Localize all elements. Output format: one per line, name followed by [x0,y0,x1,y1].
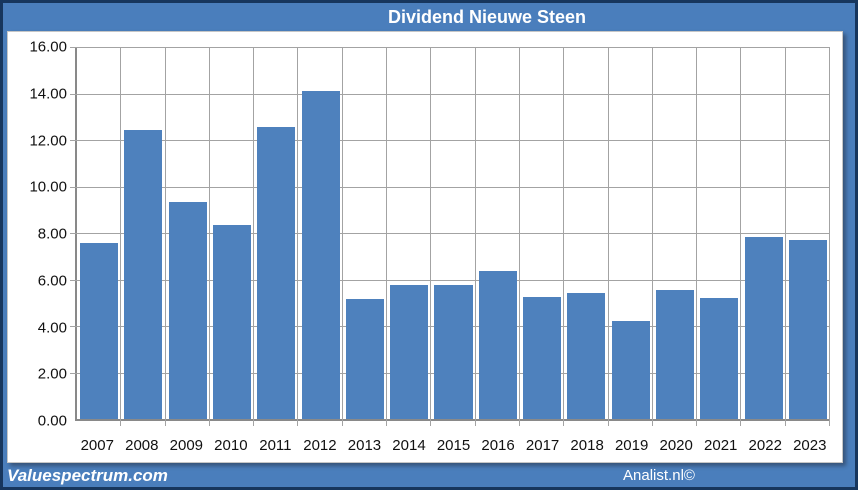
vertical-gridline [120,47,122,426]
vertical-gridline [430,47,432,426]
chart-title: Dividend Nieuwe Steen [387,7,587,27]
vertical-gridline [829,47,830,426]
vertical-gridline [740,47,742,426]
bar-2009 [168,201,207,419]
horizontal-gridline [70,47,830,48]
bar-2012 [301,91,340,419]
vertical-gridline [164,47,166,426]
x-axis-tick-label: 2012 [303,437,337,454]
chart-header: Dividend Nieuwe Steen [3,3,855,31]
x-axis-tick-label: 2014 [392,437,426,454]
x-axis-tick-label: 2018 [570,437,604,454]
vertical-gridline [253,47,255,426]
bar-2016 [478,271,517,419]
y-axis-tick-label: 0.00 [37,412,67,430]
bar-2021 [700,298,739,419]
bars-layer [77,47,830,419]
bar-slot [254,47,298,419]
x-axis-tick-label: 2022 [748,437,782,454]
chart-panel: 16.00 14.00 12.00 10.00 8.00 6.00 4.00 2.00 0.00… [7,31,843,463]
vertical-gridline [208,47,210,426]
x-axis-tick-label: 2021 [704,437,738,454]
x-axis-tick-label: 2020 [659,437,693,454]
bar-slot [476,47,520,419]
x-axis-tick-label: 2011 [259,437,292,454]
vertical-gridline [518,47,520,426]
bar-2018 [567,293,606,419]
horizontal-gridline [70,279,830,281]
x-axis-labels: 2007 2008 2009 2010 2011 2012 2013 2014 2015 2016… [75,436,832,456]
vertical-gridline [696,47,698,426]
bar-2015 [434,285,473,419]
y-axis-tick-label: 2.00 [37,365,67,383]
x-axis-tick-label: 2009 [169,437,204,454]
x-axis-tick-label: 2013 [347,437,382,454]
bar-2008 [124,129,163,419]
bar-slot [520,47,564,419]
valuespectrum-watermark: Valuespectrum.com [7,466,168,485]
x-axis-tick-label: 2017 [525,437,560,454]
bar-slot [786,47,830,419]
x-axis-tick-label: 2007 [80,437,114,454]
y-axis-tick-label: 4.00 [37,319,67,336]
footer-bar: Valuespectrum.com Analist.nl© [3,461,855,487]
bar-2023 [788,239,827,419]
bar-slot [387,47,431,419]
bar-2011 [257,127,296,419]
horizontal-gridline [70,93,830,95]
x-axis-tick-label: 2015 [436,437,471,454]
horizontal-gridline [70,186,830,188]
y-axis-labels: 16.00 14.00 12.00 10.00 8.00 6.00 4.00 2.00 0.00 [8,39,67,430]
y-axis-tick-label: 10.00 [29,178,67,196]
x-axis-tick-label: 2023 [793,437,827,454]
bar-2020 [655,289,695,419]
bar-2013 [345,299,384,419]
x-axis-tick-label: 2016 [481,437,515,454]
bar-2017 [523,296,562,419]
y-axis-tick-label: 8.00 [37,225,67,243]
bar-slot [609,47,653,419]
analist-copyright: Analist.nl© [623,467,695,484]
vertical-gridline [607,47,609,426]
bar-2007 [80,243,119,419]
bar-slot [166,47,210,419]
vertical-gridline [563,47,565,426]
y-axis-tick-label: 6.00 [37,272,67,290]
bar-slot [741,47,785,419]
y-axis-tick-label: 12.00 [29,132,67,149]
bar-slot [653,47,697,419]
vertical-gridline [341,47,343,426]
bar-slot [77,47,121,419]
horizontal-gridline [70,233,830,234]
vertical-gridline [386,47,388,426]
bar-slot [343,47,387,419]
bar-slot [697,47,741,419]
bar-slot [210,47,254,419]
bar-2022 [744,236,783,419]
vertical-gridline [474,47,476,426]
bar-slot [564,47,608,419]
bar-2010 [212,224,252,419]
horizontal-gridline [70,140,830,141]
vertical-gridline [651,47,653,426]
bar-slot [121,47,165,419]
x-axis-tick-label: 2019 [614,437,649,454]
bar-slot [298,47,342,419]
x-axis-tick-label: 2010 [214,437,248,454]
plot-area [70,47,830,426]
vertical-gridline [784,47,786,426]
y-axis-tick-label: 14.00 [29,85,67,103]
vertical-gridline [297,47,299,426]
x-axis-tick-label: 2008 [125,437,159,454]
bar-slot [431,47,475,419]
y-axis-tick-label: 16.00 [29,38,67,56]
bar-2019 [611,321,650,419]
bar-2014 [390,285,429,419]
